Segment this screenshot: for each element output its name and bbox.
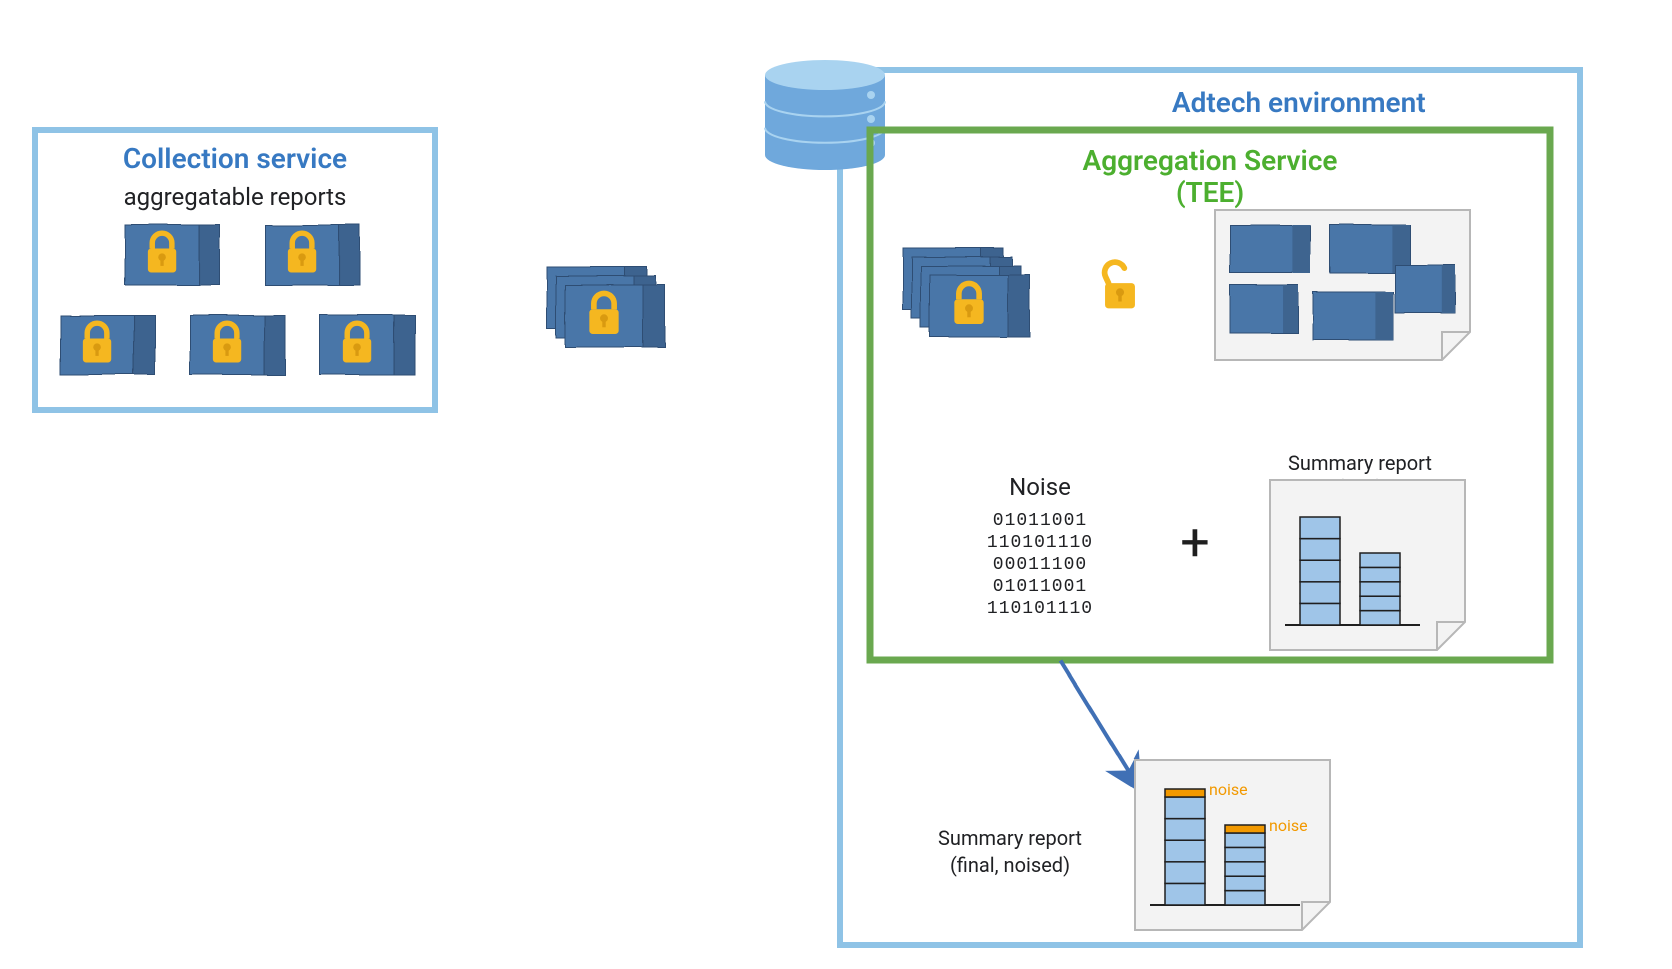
svg-text:01011001: 01011001 (993, 511, 1087, 531)
summary-raw-title: Summary report (1288, 451, 1432, 475)
noise-title: Noise (1009, 473, 1071, 501)
svg-text:noise: noise (1209, 780, 1248, 799)
aggregatable-reports-label: aggregatable reports (124, 183, 347, 211)
svg-text:+: + (1180, 512, 1210, 573)
summary-final-title: Summary report (938, 826, 1082, 850)
svg-text:(final, noised): (final, noised) (950, 853, 1070, 877)
svg-text:(TEE): (TEE) (1176, 176, 1244, 209)
unlock-icon (1101, 259, 1135, 309)
aggregation-service-diagram: Adtech environment Collection service aggr… (0, 0, 1672, 969)
svg-text:110101110: 110101110 (987, 533, 1093, 553)
svg-text:01011001: 01011001 (993, 577, 1087, 597)
adtech-env-title: Adtech environment (1172, 86, 1426, 119)
aggregation-service-title: Aggregation Service (1083, 144, 1338, 177)
svg-text:noise: noise (1269, 816, 1308, 835)
svg-text:110101110: 110101110 (987, 599, 1093, 619)
collection-service-title: Collection service (123, 142, 347, 175)
svg-text:00011100: 00011100 (993, 555, 1087, 575)
